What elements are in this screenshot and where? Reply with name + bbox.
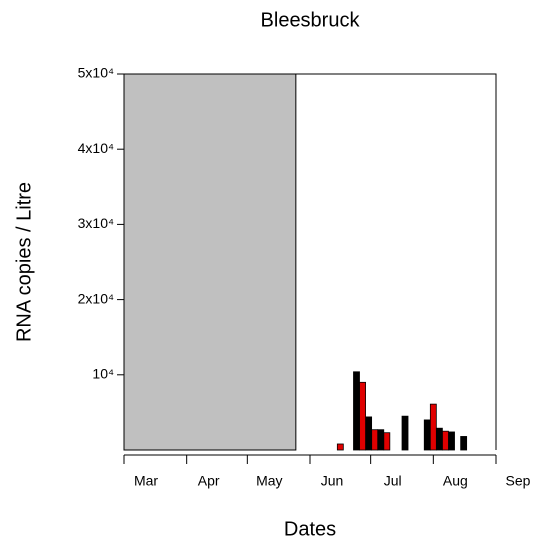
y-tick-label: 10⁴	[92, 366, 114, 382]
bar	[460, 436, 468, 451]
y-tick-label: 2x10⁴	[78, 290, 114, 306]
x-tick-label: Aug	[443, 473, 468, 489]
y-tick-label: 3x10⁴	[78, 215, 114, 231]
x-tick-label: Apr	[198, 473, 220, 489]
bar	[401, 415, 409, 451]
x-tick-label: May	[256, 473, 282, 489]
bar	[377, 429, 385, 451]
bar	[442, 430, 449, 451]
y-tick-label: 4x10⁴	[78, 140, 114, 156]
x-tick-label: Jul	[384, 473, 402, 489]
bar	[383, 432, 391, 451]
bar	[448, 431, 455, 451]
shaded-region	[123, 73, 297, 451]
bar	[359, 381, 366, 451]
x-tick-label: Sep	[506, 473, 531, 489]
bar	[353, 371, 360, 451]
bar	[371, 429, 379, 451]
bar	[365, 416, 373, 451]
x-tick-label: Jun	[321, 473, 344, 489]
chart-title: Bleesbruck	[261, 9, 361, 31]
bar	[435, 427, 443, 451]
y-tick-label: 5x10⁴	[78, 65, 114, 81]
x-axis-label: Dates	[284, 518, 336, 540]
y-axis-label: RNA copies / Litre	[13, 182, 35, 342]
x-tick-label: Mar	[134, 473, 158, 489]
bar	[423, 419, 431, 451]
bar	[429, 403, 437, 451]
plot-frame	[124, 73, 497, 450]
bar	[336, 443, 344, 451]
